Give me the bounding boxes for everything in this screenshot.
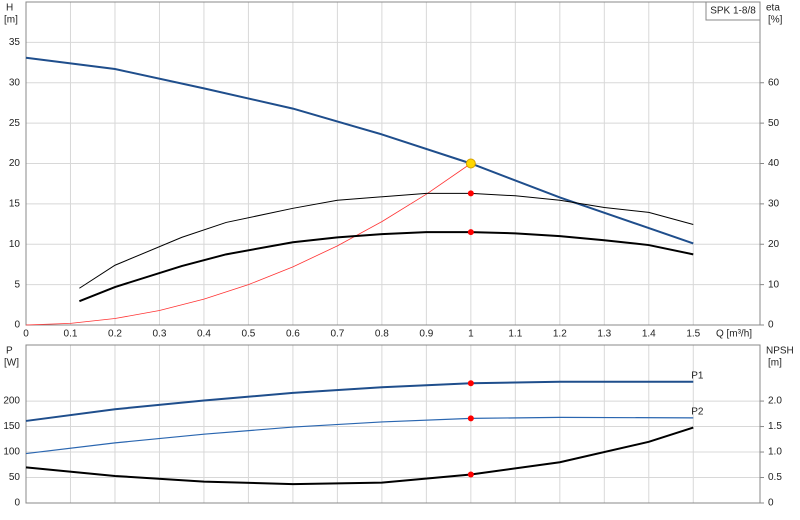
y2-tick-label: 60 [768, 77, 780, 88]
x-tick-label: 1.3 [597, 329, 611, 340]
y-axis-label: H [6, 3, 13, 14]
y2-axis-unit: [%] [768, 15, 783, 26]
x-tick-label: 0 [23, 329, 29, 340]
curve-label: P2 [691, 407, 704, 418]
x-tick-label: 0.8 [375, 329, 389, 340]
y-tick-label: 0 [14, 320, 20, 331]
duty-point [467, 229, 474, 236]
x-tick-label: 0.1 [64, 329, 78, 340]
y2-tick-label: 0 [768, 498, 774, 509]
curve [25, 380, 694, 422]
duty-point [467, 471, 474, 478]
x-axis-label: Q [m³/h] [716, 329, 752, 340]
y-tick-label: 25 [9, 118, 21, 129]
y-tick-label: 15 [9, 199, 21, 210]
y2-axis-label: eta [766, 3, 780, 14]
y-tick-label: 100 [3, 447, 20, 458]
y2-tick-label: 20 [768, 239, 780, 250]
plot-frame [25, 344, 761, 504]
x-tick-label: 0.4 [197, 329, 211, 340]
duty-point [467, 415, 474, 422]
y-tick-label: 50 [9, 472, 21, 483]
curve [79, 231, 694, 303]
y-tick-label: 10 [9, 239, 21, 250]
y2-axis-label: NPSH [766, 346, 794, 357]
plot-frame [25, 1, 761, 326]
duty-point [467, 190, 474, 197]
y2-tick-label: 50 [768, 118, 780, 129]
x-tick-label: 0.3 [153, 329, 167, 340]
y-tick-label: 35 [9, 37, 21, 48]
y-axis-label: P [6, 346, 13, 357]
y2-tick-label: 30 [768, 199, 780, 210]
y2-tick-label: 2.0 [768, 396, 782, 407]
y-axis-unit: [m] [4, 15, 18, 26]
x-tick-label: 1 [468, 329, 474, 340]
x-tick-label: 0.2 [108, 329, 122, 340]
x-tick-label: 1.4 [642, 329, 656, 340]
curve [25, 426, 694, 486]
duty-point [465, 158, 476, 169]
x-tick-label: 1.2 [553, 329, 567, 340]
curve-label: P1 [691, 370, 704, 381]
y2-tick-label: 1.5 [768, 421, 782, 432]
curve [25, 163, 472, 326]
curve [79, 192, 694, 289]
y2-tick-label: 10 [768, 279, 780, 290]
title-box [705, 1, 761, 21]
x-tick-label: 0.9 [419, 329, 433, 340]
x-tick-label: 1.1 [508, 329, 522, 340]
chart-title: SPK 1-8/8 [710, 6, 756, 17]
x-tick-label: 0.5 [241, 329, 255, 340]
y-tick-label: 0 [14, 498, 20, 509]
y2-tick-label: 0 [768, 320, 774, 331]
curve [25, 416, 694, 455]
y-tick-label: 5 [14, 279, 20, 290]
y2-tick-label: 0.5 [768, 472, 782, 483]
x-tick-label: 1.5 [686, 329, 700, 340]
x-tick-label: 0.7 [330, 329, 344, 340]
curve [25, 56, 694, 245]
y-tick-label: 200 [3, 396, 20, 407]
y-tick-label: 20 [9, 158, 21, 169]
duty-point [467, 380, 474, 387]
y-tick-label: 30 [9, 77, 21, 88]
x-tick-label: 0.6 [286, 329, 300, 340]
y2-axis-unit: [m] [768, 358, 782, 369]
y2-tick-label: 1.0 [768, 447, 782, 458]
y2-tick-label: 40 [768, 158, 780, 169]
y-axis-unit: [W] [4, 358, 19, 369]
y-tick-label: 150 [3, 421, 20, 432]
